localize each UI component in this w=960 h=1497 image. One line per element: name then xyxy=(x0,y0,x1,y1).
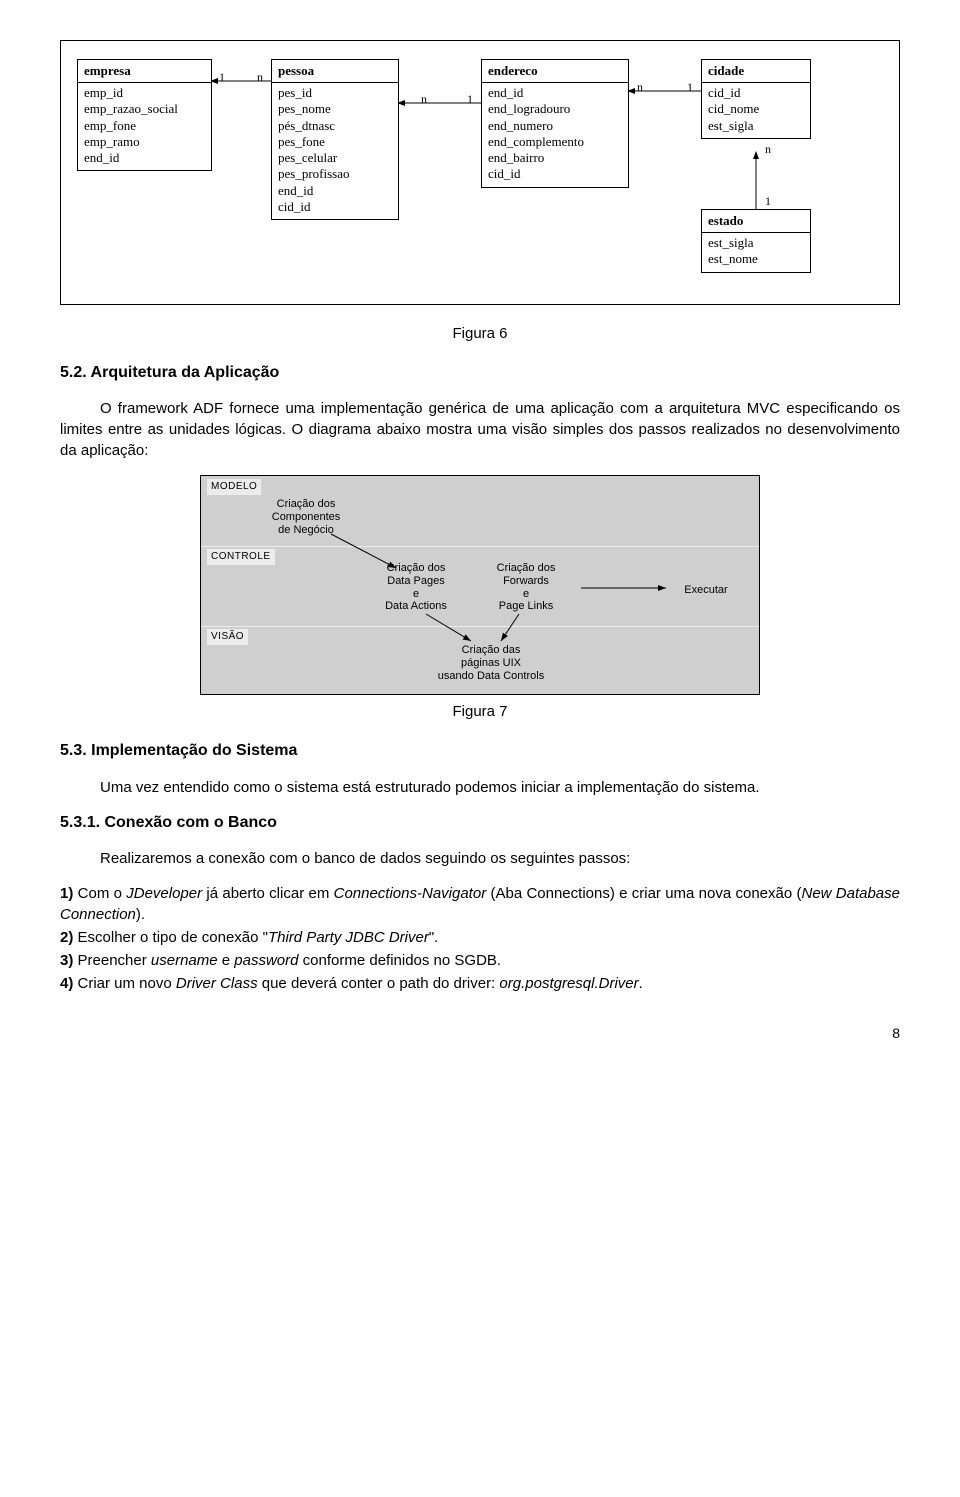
step-1: 1) Com o JDeveloper já aberto clicar em … xyxy=(60,883,900,925)
entity-attr: est_nome xyxy=(708,251,804,267)
entity-attr: pes_profissao xyxy=(278,166,392,182)
entity-attr: pes_id xyxy=(278,85,392,101)
entity-attr: cid_id xyxy=(708,85,804,101)
heading-5-3: 5.3. Implementação do Sistema xyxy=(60,740,900,762)
entity-attr: end_logradouro xyxy=(488,101,622,117)
entity-attr: cid_id xyxy=(488,166,622,182)
cardinality-label: 1 xyxy=(219,69,225,86)
mvc-band-visao: VISÃO xyxy=(207,629,248,645)
entity-attr: end_id xyxy=(84,150,205,166)
entity-attr: end_numero xyxy=(488,118,622,134)
entity-attr: emp_razao_social xyxy=(84,101,205,117)
entity-cidade: cidade cid_idcid_nomeest_sigla xyxy=(701,59,811,139)
cardinality-label: 1 xyxy=(467,91,473,108)
figure-7-caption: Figura 7 xyxy=(60,701,900,722)
step-2: 2) Escolher o tipo de conexão "Third Par… xyxy=(60,927,900,948)
entity-header-endereco: endereco xyxy=(482,60,628,83)
entity-empresa: empresa emp_idemp_razao_socialemp_foneemp… xyxy=(77,59,212,171)
entity-attr: end_id xyxy=(278,183,392,199)
mvc-band-modelo: MODELO xyxy=(207,479,261,495)
entity-header-cidade: cidade xyxy=(702,60,810,83)
heading-5-2: 5.2. Arquitetura da Aplicação xyxy=(60,362,900,384)
paragraph-5-3: Uma vez entendido como o sistema está es… xyxy=(60,777,900,798)
entity-attr: end_complemento xyxy=(488,134,622,150)
entity-attr: pés_dtnasc xyxy=(278,118,392,134)
entity-attr: est_sigla xyxy=(708,235,804,251)
entity-header-pessoa: pessoa xyxy=(272,60,398,83)
entity-attr: emp_ramo xyxy=(84,134,205,150)
steps-list: 1) Com o JDeveloper já aberto clicar em … xyxy=(60,883,900,994)
step-3: 3) Preencher username e password conform… xyxy=(60,950,900,971)
paragraph-5-3-1-intro: Realizaremos a conexão com o banco de da… xyxy=(60,848,900,869)
cardinality-label: n xyxy=(257,69,263,86)
cardinality-label: 1 xyxy=(765,193,771,210)
entity-endereco: enderecoend_idend_logradouroend_numeroen… xyxy=(481,59,629,188)
page-number: 8 xyxy=(60,1024,900,1044)
entity-attr: cid_nome xyxy=(708,101,804,117)
entity-pessoa: pessoapes_idpes_nomepés_dtnascpes_fonepe… xyxy=(271,59,399,220)
entity-estado: estado est_siglaest_nome xyxy=(701,209,811,273)
paragraph-5-2: O framework ADF fornece uma implementaçã… xyxy=(60,398,900,461)
step-4: 4) Criar um novo Driver Class que deverá… xyxy=(60,973,900,994)
heading-5-3-1: 5.3.1. Conexão com o Banco xyxy=(60,812,900,834)
cardinality-label: 1 xyxy=(687,79,693,96)
entity-attr: est_sigla xyxy=(708,118,804,134)
entity-attr: cid_id xyxy=(278,199,392,215)
er-diagram-frame: empresa emp_idemp_razao_socialemp_foneemp… xyxy=(60,40,900,305)
entity-attr: end_id xyxy=(488,85,622,101)
figure-6-caption: Figura 6 xyxy=(60,323,900,344)
entity-attr: pes_celular xyxy=(278,150,392,166)
entity-attr: emp_id xyxy=(84,85,205,101)
entity-header-empresa: empresa xyxy=(78,60,211,83)
mvc-band-controle: CONTROLE xyxy=(207,549,275,565)
entity-attr: pes_nome xyxy=(278,101,392,117)
cardinality-label: n xyxy=(421,91,427,108)
mvc-diagram: MODELO CONTROLE VISÃO Criação dosCompone… xyxy=(200,475,760,695)
entity-header-estado: estado xyxy=(702,210,810,233)
entity-attr: pes_fone xyxy=(278,134,392,150)
cardinality-label: n xyxy=(637,79,643,96)
cardinality-label: n xyxy=(765,141,771,158)
mvc-arrows-svg xyxy=(201,476,761,696)
entity-attr: end_bairro xyxy=(488,150,622,166)
entity-attr: emp_fone xyxy=(84,118,205,134)
